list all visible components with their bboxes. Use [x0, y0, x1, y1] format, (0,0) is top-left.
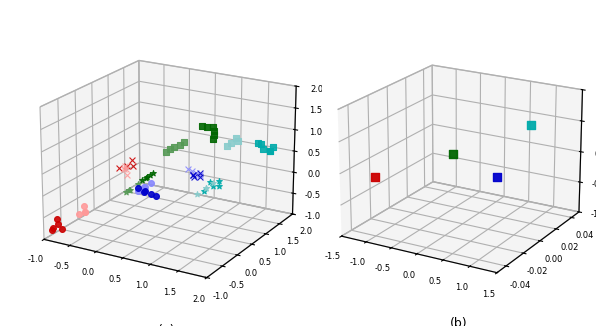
Text: (b): (b) [450, 317, 468, 326]
Text: (a): (a) [158, 324, 176, 326]
